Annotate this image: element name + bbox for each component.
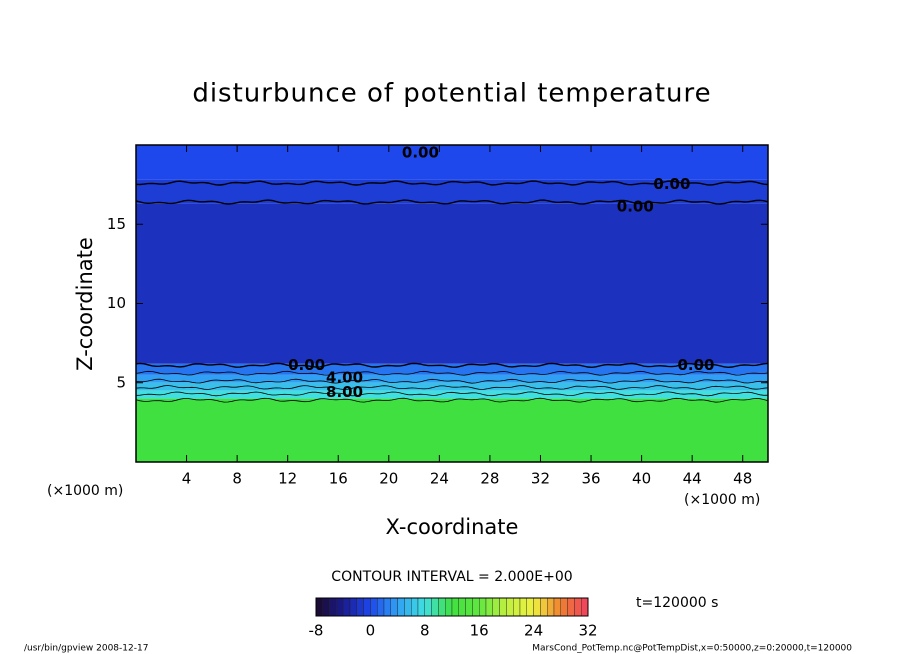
contour-line xyxy=(135,378,769,384)
contour-line xyxy=(135,397,769,403)
colorbar-cell xyxy=(315,597,324,617)
contour-label: 4.00 xyxy=(326,368,363,386)
contour-label: 0.00 xyxy=(617,197,654,215)
colorbar-cell xyxy=(343,597,351,617)
colorbar-cell xyxy=(438,597,446,617)
x-tick-label: 48 xyxy=(733,470,752,488)
x-tick-label: 44 xyxy=(683,470,702,488)
colorbar-cell xyxy=(356,597,364,617)
footer-right: MarsCond_PotTemp.nc@PotTempDist,x=0:5000… xyxy=(532,644,852,654)
contour-line xyxy=(135,180,769,186)
contour-line xyxy=(135,362,769,369)
colorbar-tick-label: 24 xyxy=(524,622,543,640)
colorbar-cell xyxy=(506,597,514,617)
y-axis-label: Z-coordinate xyxy=(73,237,97,371)
contour-interval: CONTOUR INTERVAL = 2.000E+00 xyxy=(331,569,572,585)
contour-label: 8.00 xyxy=(326,383,363,401)
colorbar-cell xyxy=(485,597,494,617)
colorbar-cell xyxy=(581,597,589,617)
colorbar-cell xyxy=(553,597,561,617)
y-tick-label: 5 xyxy=(116,373,126,391)
x-tick-label: 40 xyxy=(632,470,651,488)
contour-label: 0.00 xyxy=(677,356,714,374)
x-tick-label: 20 xyxy=(379,470,398,488)
contour-label: 0.00 xyxy=(653,175,690,193)
colorbar-cell xyxy=(431,597,439,617)
x-tick-label: 36 xyxy=(581,470,600,488)
colorbar-cell xyxy=(547,597,555,617)
colorbar-cell xyxy=(560,597,568,617)
colorbar-cell xyxy=(519,597,527,617)
colorbar-cell xyxy=(322,597,330,617)
contour-line xyxy=(135,199,769,205)
x-tick-label: 16 xyxy=(329,470,348,488)
x-tick-label: 32 xyxy=(531,470,550,488)
colorbar-cell xyxy=(499,597,507,617)
colorbar-cell xyxy=(513,597,521,617)
colorbar-cell xyxy=(574,597,582,617)
colorbar-cell xyxy=(465,597,473,617)
contour-label: 0.00 xyxy=(288,356,325,374)
x-tick-label: 4 xyxy=(182,470,192,488)
contour-line xyxy=(135,391,769,397)
y-tick-label: 10 xyxy=(107,294,126,312)
field-layer xyxy=(136,179,768,204)
x-axis-label: X-coordinate xyxy=(386,515,519,539)
x-unit-label: (×1000 m) xyxy=(684,492,760,508)
colorbar-cell xyxy=(363,597,371,617)
field-layer xyxy=(136,398,768,462)
colorbar-cell xyxy=(397,597,405,617)
colorbar-cell xyxy=(417,597,426,617)
field-layer xyxy=(136,363,768,375)
colorbar-cell xyxy=(383,597,392,617)
colorbar-cell xyxy=(472,597,480,617)
colorbar-cell xyxy=(377,597,385,617)
colorbar-cell xyxy=(451,597,460,617)
colorbar-cell xyxy=(445,597,453,617)
colorbar-cell xyxy=(567,597,575,617)
colorbar-tick-label: 8 xyxy=(420,622,430,640)
colorbar-cell xyxy=(404,597,412,617)
contour-line xyxy=(135,385,769,390)
y-unit-label: (×1000 m) xyxy=(47,483,123,499)
x-tick-label: 28 xyxy=(480,470,499,488)
colorbar-cell xyxy=(336,597,344,617)
colorbar-cell xyxy=(526,597,534,617)
colorbar-tick-label: 0 xyxy=(366,622,376,640)
colorbar-cell xyxy=(424,597,432,617)
field-layer xyxy=(136,390,768,399)
chart-title: disturbunce of potential temperature xyxy=(192,79,711,109)
colorbar-cell xyxy=(492,597,500,617)
colorbar-tick-label: 16 xyxy=(470,622,489,640)
colorbar-cell xyxy=(390,597,398,617)
contour-line xyxy=(135,370,769,376)
colorbar-tick-label: 32 xyxy=(578,622,597,640)
colorbar-cell xyxy=(329,597,337,617)
colorbar-cell xyxy=(540,597,548,617)
colorbar-cell xyxy=(458,597,466,617)
field-layer xyxy=(136,145,768,180)
field-layer xyxy=(136,374,768,383)
y-tick-label: 15 xyxy=(107,215,126,233)
colorbar-cell xyxy=(479,597,487,617)
field-layer xyxy=(136,203,768,364)
x-tick-label: 12 xyxy=(278,470,297,488)
colorbar-cell xyxy=(533,597,541,617)
colorbar-cell xyxy=(370,597,378,617)
time-label: t=120000 s xyxy=(636,595,718,611)
x-tick-label: 24 xyxy=(430,470,449,488)
colorbar-cell xyxy=(349,597,358,617)
colorbar-cell xyxy=(411,597,419,617)
colorbar-tick-label: -8 xyxy=(309,622,324,640)
colorbar-frame xyxy=(315,597,589,617)
contour-label: 0.00 xyxy=(402,143,439,161)
x-tick-label: 8 xyxy=(232,470,242,488)
footer-left: /usr/bin/gpview 2008-12-17 xyxy=(24,644,148,654)
